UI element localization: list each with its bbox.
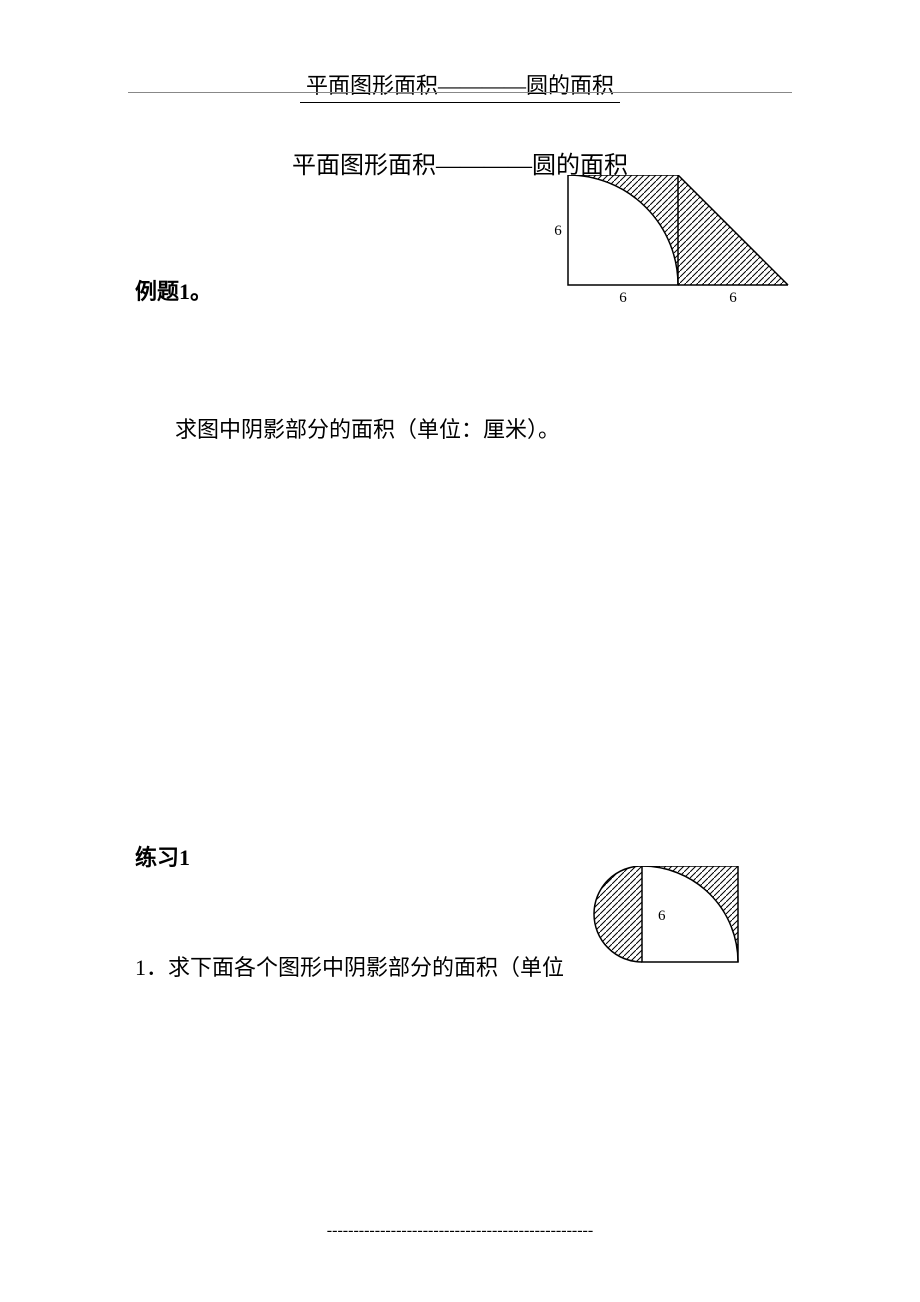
ex1-label-left: 6: [554, 223, 562, 239]
practice-1-figure: 6: [546, 866, 766, 981]
footer-dashes: ----------------------------------------…: [0, 1222, 920, 1240]
page-header: 平面图形面积————圆的面积: [300, 68, 620, 103]
example-1-question: 求图中阴影部分的面积（单位：厘米）。: [175, 412, 785, 444]
ex1-label-bottom-right: 6: [729, 290, 737, 306]
pr1-label: 6: [658, 908, 666, 924]
header-divider: [128, 92, 792, 93]
ex1-label-bottom-left: 6: [619, 290, 627, 306]
example-1-figure: 6 6 6: [548, 175, 798, 320]
